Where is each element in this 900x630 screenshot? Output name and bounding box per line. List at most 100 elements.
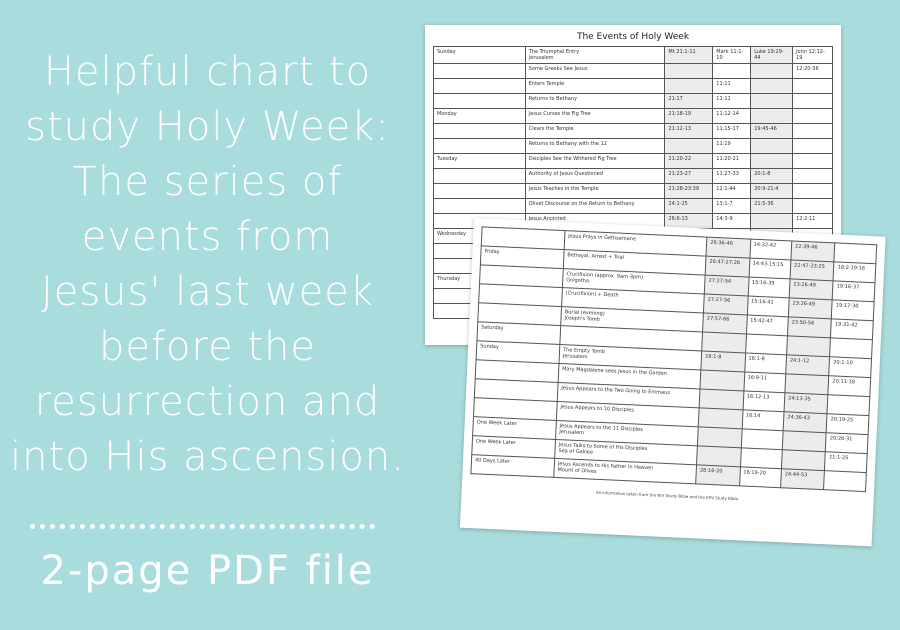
events-table-2: Jesus Prays in Gethsemane 26:36-46 14:32-4… <box>470 226 877 492</box>
luke-cell: 24:13-35 <box>784 392 829 414</box>
john-cell: 19:17-30 <box>831 299 875 321</box>
mark-cell: 11:12-14 <box>712 108 752 124</box>
mark-cell: 16:1-8 <box>744 352 787 374</box>
mark-cell: 16:9-11 <box>743 371 786 393</box>
mark-cell: 16:19-20 <box>739 466 782 488</box>
matthew-cell: 21:20-22 <box>664 153 714 169</box>
matthew-cell: 27:27-56 <box>703 294 748 315</box>
john-cell: 12:2-11 <box>792 213 833 229</box>
luke-cell: 21:5-36 <box>750 198 794 214</box>
matthew-cell: 24:1-25 <box>664 198 714 214</box>
mark-cell <box>740 428 784 450</box>
john-cell <box>792 108 833 124</box>
matthew-cell: 28:1-8 <box>700 350 746 372</box>
mark-cell: 16:14 <box>741 409 785 431</box>
page-title: The Events of Holy Week <box>576 32 690 42</box>
john-cell: 19:16-37 <box>832 280 875 302</box>
matthew-cell: 21:23-27 <box>664 168 714 184</box>
john-cell: 19:31-42 <box>830 318 874 340</box>
john-cell <box>792 168 833 184</box>
mark-cell: 14:32-42 <box>749 239 792 260</box>
matthew-cell: 21:17 <box>664 93 714 109</box>
table-row: Monday Jesus Curses the Fig Tree 21:18-19 1… <box>433 108 833 124</box>
john-cell <box>827 394 870 416</box>
day-cell <box>433 168 526 184</box>
day-cell: Monday <box>433 108 526 124</box>
headline-line: Helpful chart to <box>43 49 372 95</box>
matthew-cell <box>699 388 744 410</box>
matthew-cell: 26:36-46 <box>706 237 751 259</box>
event-cell: Olivet Discourse on the Return to Bethan… <box>524 198 666 214</box>
matthew-cell <box>697 426 742 448</box>
headline-line: before the <box>98 324 317 370</box>
headline-line: into His ascension. <box>10 434 405 480</box>
luke-cell: 20:9-21:4 <box>750 183 794 199</box>
luke-cell <box>750 93 794 109</box>
event-cell: The Triumphal Entry Jerusalem <box>524 46 666 64</box>
luke-cell <box>786 335 831 357</box>
luke-cell: 23:50-56 <box>787 316 832 338</box>
event-cell: Returns to Bethany <box>524 93 666 109</box>
mark-cell: Mark 11:1-10 <box>712 46 752 64</box>
matthew-cell: 21:18-19 <box>664 108 714 124</box>
mark-cell: 14:3-9 <box>712 213 752 229</box>
luke-cell <box>750 108 794 124</box>
matthew-cell <box>700 369 745 391</box>
mark-cell: 11:27-33 <box>712 168 752 184</box>
mark-cell <box>745 333 788 355</box>
john-cell: 20:11-18 <box>828 375 871 397</box>
john-cell <box>792 153 833 169</box>
john-cell: 21:1-25 <box>824 451 868 473</box>
matthew-cell <box>664 138 714 154</box>
luke-cell <box>781 449 826 471</box>
matthew-cell: 21:12-13 <box>664 123 714 139</box>
luke-cell: 24:44-53 <box>780 468 825 490</box>
day-cell <box>433 183 526 199</box>
mark-cell <box>740 447 783 469</box>
headline-line: The series of <box>72 159 343 205</box>
day-cell <box>433 78 526 94</box>
headline-line: Jesus' last week <box>40 269 375 315</box>
subtitle: 2-page PDF file <box>40 548 375 594</box>
matthew-cell <box>664 63 714 79</box>
john-cell <box>830 337 873 359</box>
luke-cell <box>750 138 794 154</box>
day-cell <box>433 63 526 79</box>
john-cell: John 12:12-19 <box>792 46 833 64</box>
mark-cell: 15:16-39 <box>747 277 791 298</box>
event-cell: Enters Temple <box>524 78 666 94</box>
matthew-cell: 26:47-27:26 <box>705 256 750 278</box>
day-cell: Sunday <box>433 46 526 64</box>
table-row: Tuesday Disciples See the Withered Fig Tr… <box>433 153 833 169</box>
john-cell: 18:2-19:16 <box>833 261 876 283</box>
mark-cell: 15:16-41 <box>746 296 790 317</box>
matthew-cell <box>664 78 714 94</box>
table-row: Returns to Bethany 21:17 11:11 <box>433 93 833 109</box>
luke-cell <box>750 78 794 94</box>
table-row: Clears the Temple 21:12-13 11:15-17 19:45-4… <box>433 123 833 139</box>
matthew-cell: Mt 21:1-11 <box>664 46 714 64</box>
luke-cell <box>784 373 830 395</box>
luke-cell: 24:1-12 <box>785 354 831 376</box>
table-row: Olivet Discourse on the Return to Bethan… <box>433 198 833 214</box>
luke-cell: 22:47-23:25 <box>790 259 835 281</box>
john-cell <box>792 123 833 139</box>
matthew-cell: 27:57-66 <box>702 313 747 334</box>
day-cell <box>433 123 526 139</box>
john-cell <box>824 470 867 492</box>
matthew-cell <box>701 331 747 353</box>
mark-cell: 11:11 <box>712 93 752 109</box>
table-row: Enters Temple 11:11 <box>433 78 833 94</box>
matthew-cell: 27:27-54 <box>704 275 749 297</box>
mark-cell: 14:43-15:15 <box>748 258 791 279</box>
headline: Helpful chart to study Holy Week: The seri… <box>5 45 410 485</box>
mark-cell: 11:19 <box>712 138 752 154</box>
luke-cell: 23:26-49 <box>788 297 833 319</box>
luke-cell: 20:1-8 <box>750 168 794 184</box>
matthew-cell <box>698 407 743 429</box>
table-row: Some Greeks See Jesus 12:20-36 <box>433 63 833 79</box>
mark-cell: 13:1-7 <box>712 198 752 214</box>
mark-cell: 11:20-21 <box>712 153 752 169</box>
event-cell: Disciples See the Withered Fig Tree <box>524 153 666 169</box>
mark-cell: 16:12-13 <box>742 390 785 412</box>
